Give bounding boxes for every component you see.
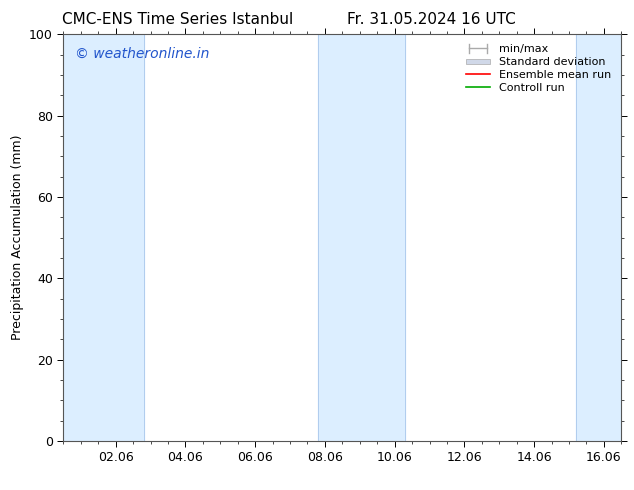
Bar	[63, 34, 143, 441]
Bar	[318, 34, 405, 441]
Text: © weatheronline.in: © weatheronline.in	[75, 47, 209, 60]
Bar	[576, 34, 621, 441]
Legend: min/max, Standard deviation, Ensemble mean run, Controll run: min/max, Standard deviation, Ensemble me…	[462, 40, 616, 97]
Text: Fr. 31.05.2024 16 UTC: Fr. 31.05.2024 16 UTC	[347, 12, 515, 27]
Text: CMC-ENS Time Series Istanbul: CMC-ENS Time Series Istanbul	[62, 12, 293, 27]
Y-axis label: Precipitation Accumulation (mm): Precipitation Accumulation (mm)	[11, 135, 23, 341]
